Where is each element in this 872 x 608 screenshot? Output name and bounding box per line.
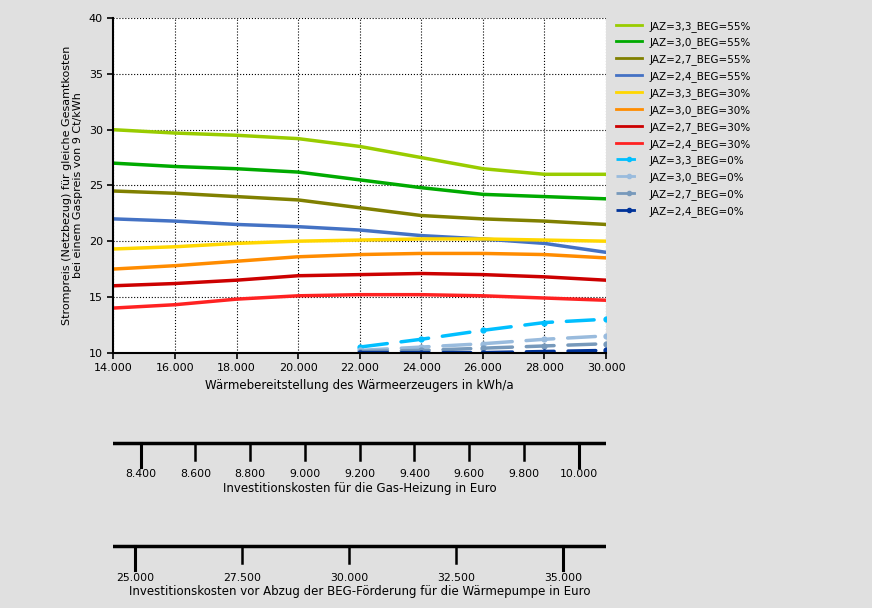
- Legend: JAZ=3,3_BEG=55%, JAZ=3,0_BEG=55%, JAZ=2,7_BEG=55%, JAZ=2,4_BEG=55%, JAZ=3,3_BEG=: JAZ=3,3_BEG=55%, JAZ=3,0_BEG=55%, JAZ=2,…: [616, 21, 752, 217]
- Text: 8.600: 8.600: [180, 469, 211, 479]
- Y-axis label: Strompreis (Netzbezug) für gleiche Gesamtkosten
bei einem Gaspreis von 9 Ct/kWh: Strompreis (Netzbezug) für gleiche Gesam…: [62, 46, 83, 325]
- Text: 10.000: 10.000: [560, 469, 598, 479]
- Text: 8.400: 8.400: [126, 469, 156, 479]
- Text: 35.000: 35.000: [544, 573, 582, 582]
- Text: 9.200: 9.200: [344, 469, 375, 479]
- Text: 9.800: 9.800: [508, 469, 540, 479]
- Text: Investitionskosten für die Gas-Heizung in Euro: Investitionskosten für die Gas-Heizung i…: [223, 482, 496, 494]
- X-axis label: Wärmebereitstellung des Wärmeerzeugers in kWh/a: Wärmebereitstellung des Wärmeerzeugers i…: [206, 379, 514, 392]
- Text: 9.400: 9.400: [399, 469, 430, 479]
- Text: 8.800: 8.800: [235, 469, 266, 479]
- Text: 32.500: 32.500: [437, 573, 475, 582]
- Text: 9.000: 9.000: [290, 469, 321, 479]
- Text: Investitionskosten vor Abzug der BEG-Förderung für die Wärmepumpe in Euro: Investitionskosten vor Abzug der BEG-För…: [129, 585, 590, 598]
- Text: 27.500: 27.500: [223, 573, 261, 582]
- Text: 25.000: 25.000: [116, 573, 153, 582]
- Text: 30.000: 30.000: [330, 573, 368, 582]
- Text: 9.600: 9.600: [453, 469, 485, 479]
